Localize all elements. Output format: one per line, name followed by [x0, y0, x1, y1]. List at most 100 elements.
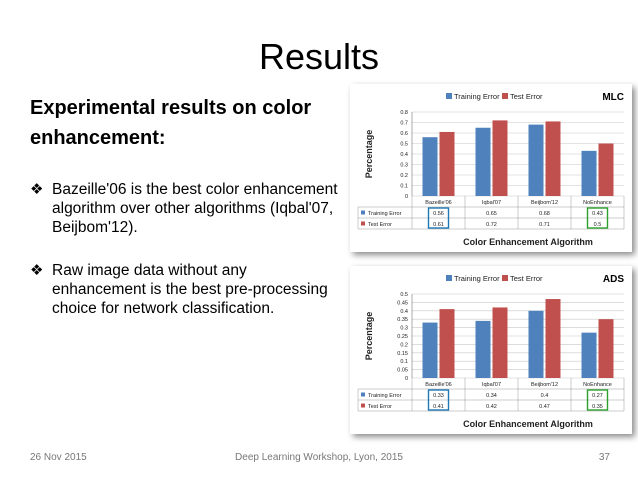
- y-tick-label: 0.5: [400, 292, 408, 298]
- chart-mlc: Training Error Test Error MLC 0 0.1 0.2 0.3 0.4…: [350, 84, 632, 252]
- bar-training: [475, 127, 491, 196]
- bar-test: [545, 121, 561, 196]
- bar-training: [581, 332, 597, 378]
- y-tick-label: 0.35: [397, 317, 408, 323]
- bullet-text: Raw image data without any enhancement i…: [52, 262, 328, 317]
- y-tick-label: 0.4: [400, 152, 408, 158]
- table-swatch-training: [361, 392, 365, 397]
- legend-swatch-training: [446, 93, 452, 99]
- chart-title: ADS: [603, 274, 624, 285]
- bullet-list: ❖ Bazeille'06 is the best color enhancem…: [30, 180, 340, 342]
- y-tick-label: 0: [405, 376, 408, 382]
- highlight-box-blue: [427, 389, 450, 411]
- legend-label-test: Test Error: [510, 274, 543, 283]
- y-tick-label: 0.45: [397, 300, 408, 306]
- footer-date: 26 Nov 2015: [30, 452, 87, 463]
- table-value: 0.4: [541, 393, 549, 399]
- y-tick-label: 0.4: [400, 309, 408, 315]
- table-value: 0.47: [539, 404, 550, 410]
- legend-swatch-test: [502, 275, 508, 281]
- y-tick-label: 0.15: [397, 351, 408, 357]
- bar-test: [439, 309, 455, 378]
- table-swatch-training: [361, 210, 365, 215]
- bar-training: [475, 320, 491, 378]
- y-tick-label: 0: [405, 194, 408, 200]
- legend-swatch-training: [446, 275, 452, 281]
- category-label: Bazeille'06: [425, 382, 451, 388]
- x-axis-label: Color Enhancement Algorithm: [463, 419, 593, 429]
- table-value: 0.34: [486, 393, 497, 399]
- bullet-item: ❖ Raw image data without any enhancement…: [30, 261, 340, 318]
- bar-training: [528, 124, 544, 196]
- category-label: Iqbal'07: [482, 382, 501, 388]
- y-axis-label: Percentage: [364, 312, 374, 361]
- table-value: 0.71: [539, 222, 550, 228]
- category-label: Bazeille'06: [425, 200, 451, 206]
- bar-test: [598, 143, 614, 196]
- table-row-label-test: Test Error: [368, 222, 392, 228]
- y-tick-label: 0.2: [400, 342, 408, 348]
- table-value: 0.5: [594, 222, 602, 228]
- slide-title: Results: [258, 36, 380, 77]
- highlight-box-blue: [427, 207, 450, 229]
- y-tick-label: 0.6: [400, 131, 408, 137]
- bar-training: [422, 322, 438, 378]
- table-row-label-test: Test Error: [368, 404, 392, 410]
- legend-swatch-test: [502, 93, 508, 99]
- bar-training: [528, 310, 544, 378]
- highlight-box-green: [586, 207, 609, 229]
- table-value: 0.33: [433, 393, 444, 399]
- chart-mlc-svg: Training Error Test Error MLC 0 0.1 0.2 0.3 0.4…: [357, 92, 625, 247]
- y-tick-label: 0.3: [400, 326, 408, 332]
- category-label: NoEnhance: [583, 200, 612, 206]
- legend-label-training: Training Error: [454, 274, 500, 283]
- y-tick-label: 0.1: [400, 184, 408, 190]
- bar-test: [492, 307, 508, 378]
- table-value: 0.65: [486, 211, 497, 217]
- category-label: Beijbom'12: [531, 382, 558, 388]
- chart-ads: Training Error Test Error ADS 0 0.05 0.1 0.15 0…: [350, 266, 632, 434]
- y-tick-label: 0.8: [400, 110, 408, 116]
- highlight-box-green: [586, 389, 609, 411]
- table-value: 0.41: [433, 404, 444, 410]
- bar-test: [598, 319, 614, 378]
- bar-training: [422, 137, 438, 196]
- diamond-bullet-icon: ❖: [30, 262, 44, 279]
- bullet-item: ❖ Bazeille'06 is the best color enhancem…: [30, 180, 340, 237]
- table-swatch-test: [361, 403, 365, 408]
- table-value: 0.61: [433, 222, 444, 228]
- table-row-label-training: Training Error: [368, 393, 402, 399]
- footer-page-number: 37: [598, 452, 610, 463]
- chart-title: MLC: [602, 92, 624, 103]
- y-tick-label: 0.25: [397, 334, 408, 340]
- table-value: 0.72: [486, 222, 497, 228]
- footer-event: Deep Learning Workshop, Lyon, 2015: [235, 452, 403, 463]
- chart-ads-svg: Training Error Test Error ADS 0 0.05 0.1 0.15 0…: [357, 274, 624, 429]
- x-axis-label: Color Enhancement Algorithm: [463, 237, 593, 247]
- legend-label-test: Test Error: [510, 92, 543, 101]
- table-value: 0.27: [592, 393, 603, 399]
- legend-label-training: Training Error: [454, 92, 500, 101]
- bar-test: [439, 131, 455, 196]
- y-tick-label: 0.7: [400, 121, 408, 127]
- bar-training: [581, 150, 597, 196]
- category-label: NoEnhance: [583, 382, 612, 388]
- y-tick-label: 0.2: [400, 173, 408, 179]
- table-value: 0.35: [592, 404, 603, 410]
- bar-test: [492, 120, 508, 196]
- table-value: 0.42: [486, 404, 497, 410]
- y-tick-label: 0.5: [400, 142, 408, 148]
- y-tick-label: 0.1: [400, 359, 408, 365]
- y-tick-label: 0.05: [397, 368, 408, 374]
- bar-test: [545, 299, 561, 378]
- table-row-label-training: Training Error: [368, 211, 402, 217]
- category-label: Iqbal'07: [482, 200, 501, 206]
- slide-heading: Experimental results on color enhancemen…: [30, 97, 312, 149]
- table-swatch-test: [361, 221, 365, 226]
- diamond-bullet-icon: ❖: [30, 181, 44, 198]
- table-value: 0.56: [433, 211, 444, 217]
- table-value: 0.43: [592, 211, 603, 217]
- bullet-text: Bazeille'06 is the best color enhancemen…: [52, 181, 338, 236]
- y-tick-label: 0.3: [400, 163, 408, 169]
- y-axis-label: Percentage: [364, 130, 374, 179]
